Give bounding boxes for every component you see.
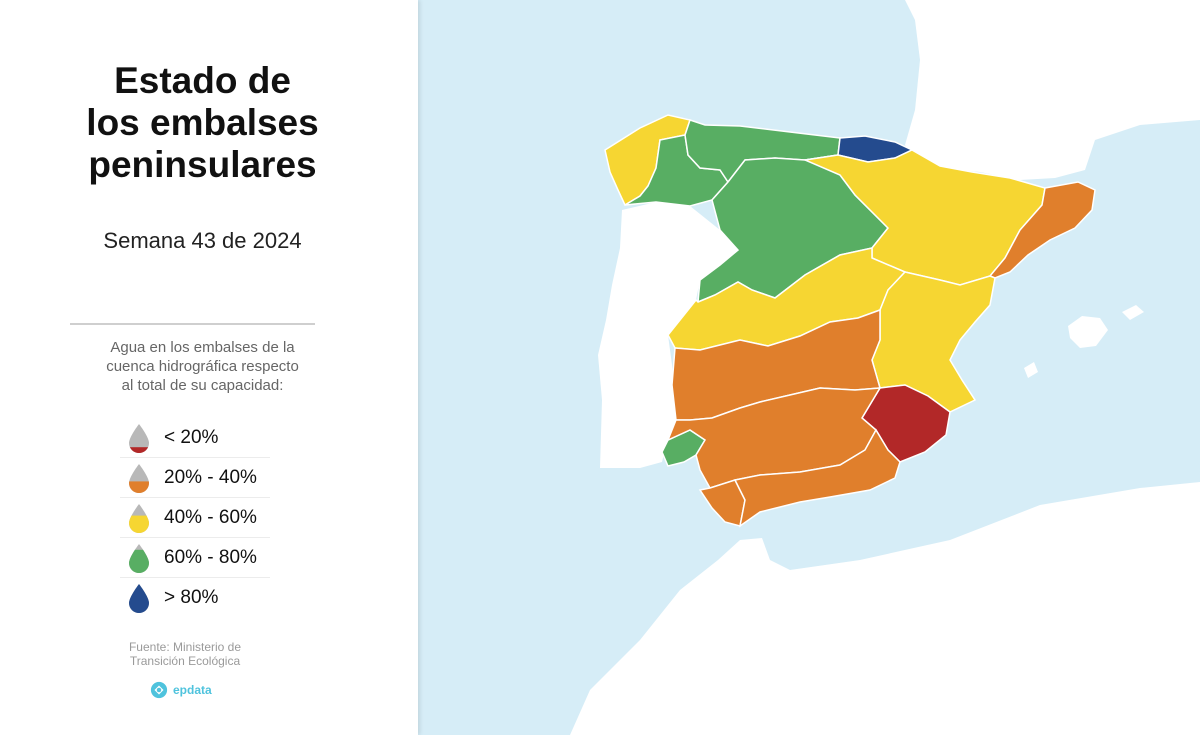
legend-item: 20% - 40% [120, 458, 270, 498]
legend-item: > 80% [120, 578, 270, 617]
brand: epdata [150, 680, 212, 700]
legend-label: 20% - 40% [164, 466, 257, 488]
legend-item: < 20% [120, 418, 270, 458]
legend-label: < 20% [164, 426, 219, 448]
legend-description-line-2: cuenca hidrográfica respecto [106, 358, 299, 375]
map-subtitle: Semana 43 de 2024 [103, 228, 302, 253]
source-note: Fuente: Ministerio de Transición Ecológi… [100, 640, 270, 668]
title-line-2: los embalses [86, 102, 319, 143]
legend-label: 60% - 80% [164, 546, 257, 568]
legend-description-line-1: Agua en los embalses de la [110, 339, 295, 356]
legend-description-line-3: al total de su capacidad: [121, 377, 284, 394]
divider [70, 323, 315, 325]
water-drop-icon [129, 503, 149, 533]
map-area [418, 0, 1200, 735]
basin-cataluna [988, 181, 1096, 279]
legend-label: > 80% [164, 586, 219, 608]
water-drop-icon [129, 423, 149, 453]
title-line-1: Estado de [114, 60, 291, 101]
brand-name: epdata [173, 683, 212, 697]
legend-label: 40% - 60% [164, 506, 257, 528]
legend-list: < 20% 20% - 40% 40% - 60% 60% - 80% > 80% [120, 418, 270, 617]
title-line-3: peninsulares [88, 144, 317, 185]
legend-item: 60% - 80% [120, 538, 270, 578]
water-drop-icon [129, 463, 149, 493]
legend-description: Agua en los embalses de la cuenca hidrog… [70, 338, 335, 395]
source-line-1: Fuente: Ministerio de [128, 640, 242, 654]
land-africa [570, 482, 1200, 735]
legend-item: 40% - 60% [120, 498, 270, 538]
legend-panel: Estado de los embalses peninsulares Sema… [0, 0, 418, 735]
land-menorca [1122, 305, 1144, 320]
iberian-map [570, 0, 1200, 735]
map-title: Estado de los embalses peninsulares [40, 60, 365, 186]
water-drop-icon [129, 543, 149, 573]
land-mallorca [1068, 316, 1108, 348]
land-ibiza [1024, 362, 1038, 378]
water-drop-icon [129, 583, 149, 613]
source-line-2: Transición Ecológica [129, 654, 241, 668]
land-france [905, 0, 1200, 180]
basin-mediterranea-andaluza [733, 428, 901, 528]
epdata-logo-icon [150, 681, 168, 699]
